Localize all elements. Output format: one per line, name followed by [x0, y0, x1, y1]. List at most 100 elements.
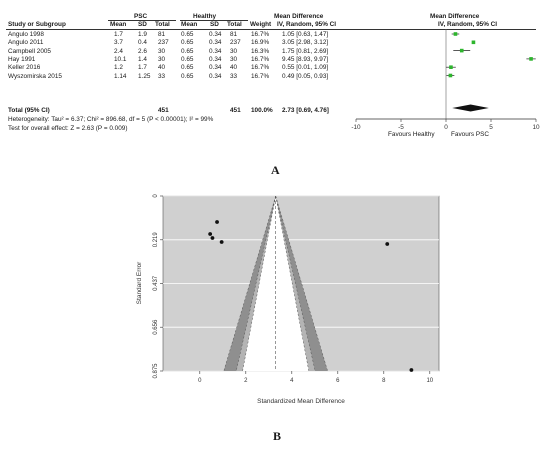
study-psc-sd: 1.25 — [138, 72, 151, 80]
study-ci: 1.05 [0.63, 1.47] — [282, 31, 329, 38]
study-effect-marker — [453, 32, 458, 36]
study-psc-mean: 2.4 — [114, 47, 123, 55]
col-h-mean: Mean — [181, 21, 198, 28]
md-group-header: Mean Difference — [274, 13, 324, 20]
study-weight: 16.7% — [251, 55, 270, 63]
study-effect-marker — [448, 73, 453, 78]
study-weight: 16.7% — [251, 72, 270, 80]
study-psc-mean: 1.14 — [114, 72, 127, 80]
funnel-y-tick-label: 0.875 — [153, 363, 159, 379]
header-divider — [6, 29, 536, 30]
study-h-total: 40 — [230, 64, 238, 72]
study-weight: 16.3% — [251, 47, 270, 55]
forest-ticks: -10 -5 0 5 10 — [351, 119, 540, 131]
study-psc-sd: 1.7 — [138, 64, 147, 72]
col-psc-total: Total — [155, 21, 170, 28]
study-psc-total: 40 — [158, 64, 166, 72]
study-h-sd: 0.34 — [209, 47, 222, 55]
funnel-bound-left — [223, 195, 276, 372]
funnel-y-tick-label: 0.437 — [153, 275, 159, 291]
study-effect-marker — [449, 65, 453, 69]
study-h-sd: 0.34 — [209, 31, 222, 38]
funnel-x-tick-label: 10 — [426, 378, 433, 384]
study-psc-total: 30 — [158, 55, 166, 63]
study-h-total: 237 — [230, 39, 241, 47]
study-psc-sd: 2.6 — [138, 47, 147, 55]
col-psc-mean: Mean — [110, 21, 127, 28]
funnel-y-tick-label: 0.219 — [153, 232, 159, 248]
funnel-bound-right — [275, 195, 310, 372]
study-ci: 3.05 [2.98, 3.12] — [282, 39, 329, 47]
col-ci: IV, Random, 95% CI — [277, 21, 337, 28]
study-psc-mean: 1.7 — [114, 31, 123, 38]
heterogeneity-text: Heterogeneity: Tau² = 6.37; Chi² = 896.6… — [8, 116, 214, 123]
funnel-ticks: 0 2 4 6 8 10 0 0.219 0.437 0.656 0.875 — [153, 194, 434, 384]
study-name: Hay 1991 — [8, 55, 36, 63]
favours-left-label: Favours Healthy — [388, 131, 435, 138]
study-h-total: 30 — [230, 47, 238, 55]
study-h-sd: 0.34 — [209, 39, 222, 47]
funnel-bound-right — [275, 195, 316, 372]
funnel-study-point — [210, 236, 215, 240]
funnel-x-tick-label: 6 — [336, 378, 340, 384]
forest-tick-label: 10 — [532, 124, 540, 131]
forest-tick-label: 0 — [444, 124, 448, 131]
study-weight: 16.7% — [251, 31, 270, 38]
total-ci: 2.73 [0.69, 4.76] — [282, 107, 329, 114]
study-effect-marker — [471, 40, 476, 45]
forest-tick-label: -5 — [398, 124, 404, 131]
funnel-study-point — [409, 368, 414, 372]
study-psc-total: 33 — [158, 72, 166, 80]
col-weight: Weight — [250, 21, 272, 28]
healthy-header-underline — [180, 20, 248, 21]
funnel-y-label: Standard Error — [136, 261, 143, 304]
funnel-points — [208, 220, 414, 372]
funnel-x-label: Standardized Mean Difference — [257, 398, 345, 405]
funnel-y-tick-label: 0 — [153, 194, 159, 198]
total-weight: 100.0% — [251, 107, 273, 114]
study-psc-sd: 1.4 — [138, 55, 147, 63]
study-h-sd: 0.34 — [209, 72, 222, 80]
col-ci-plot: IV, Random, 95% CI — [438, 21, 498, 28]
forest-tick-label: -10 — [351, 124, 361, 131]
study-name: Wyszomirska 2015 — [8, 72, 62, 80]
total-psc: 451 — [158, 107, 169, 114]
favours-right-label: Favours PSC — [451, 131, 490, 138]
col-h-total: Total — [227, 21, 242, 28]
study-h-mean: 0.65 — [181, 39, 194, 47]
funnel-y-tick-label: 0.656 — [153, 319, 159, 335]
funnel-study-point — [215, 220, 219, 224]
study-h-mean: 0.65 — [181, 72, 194, 80]
study-ci: 0.49 [0.05, 0.93] — [282, 72, 329, 80]
funnel-study-point — [208, 232, 213, 236]
col-h-sd: SD — [210, 21, 219, 28]
md-plot-header: Mean Difference — [430, 13, 480, 20]
study-psc-mean: 3.7 — [114, 39, 123, 47]
study-h-mean: 0.65 — [181, 64, 194, 72]
study-name: Campbell 2005 — [8, 47, 51, 55]
study-name: Keller 2016 — [8, 64, 41, 72]
study-effect-marker — [459, 48, 464, 53]
funnel-study-point — [385, 242, 390, 246]
study-weight: 16.9% — [251, 39, 270, 47]
funnel-shapes — [223, 195, 328, 372]
total-healthy: 451 — [230, 107, 241, 114]
funnel-bound-right — [275, 195, 328, 372]
overall-effect-text: Test for overall effect: Z = 2.63 (P = 0… — [8, 125, 128, 132]
study-weight: 16.7% — [251, 64, 270, 72]
funnel-x-tick-label: 2 — [244, 378, 248, 384]
psc-header-underline — [108, 20, 176, 21]
funnel-x-tick-label: 8 — [382, 378, 386, 384]
forest-tick-label: 5 — [489, 124, 493, 131]
study-h-sd: 0.34 — [209, 55, 222, 63]
funnel-x-tick-label: 4 — [290, 378, 294, 384]
healthy-group-header: Healthy — [193, 13, 217, 20]
study-h-total: 33 — [230, 72, 238, 80]
study-psc-total: 30 — [158, 47, 166, 55]
study-ci: 9.45 [8.93, 9.97] — [282, 55, 329, 63]
study-name: Angulo 2011 — [8, 39, 44, 47]
funnel-x-tick-label: 0 — [198, 378, 202, 384]
study-psc-mean: 10.1 — [114, 55, 127, 63]
figure-label-a: A — [271, 163, 280, 177]
study-h-total: 30 — [230, 55, 238, 63]
